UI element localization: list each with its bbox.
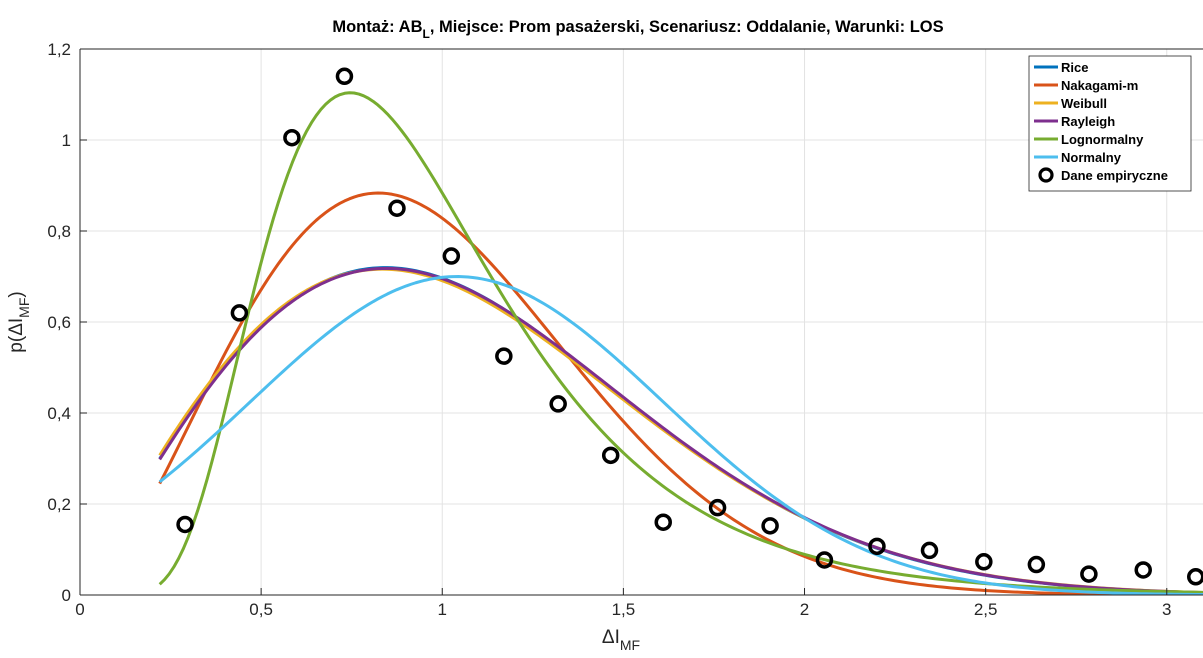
series-line-nakagami-m <box>158 191 1203 595</box>
legend-label-normalny: Normalny <box>1061 150 1122 165</box>
y-tick-labels: 0 0,2 0,4 0,6 0,8 1 1,2 <box>47 40 71 605</box>
y-tick-label-3: 0,6 <box>47 313 71 332</box>
empirical-point-2 <box>283 128 301 147</box>
x-tick-label-2: 1 <box>438 600 447 619</box>
empirical-point-17 <box>1080 565 1098 583</box>
empirical-point-8 <box>601 446 620 465</box>
x-axis-label: ΔIMF <box>602 627 640 653</box>
empirical-point-3 <box>335 67 354 86</box>
y-axis-label: p(ΔIMF) <box>6 291 32 352</box>
x-tick-label-0: 0 <box>75 600 84 619</box>
series-line-normalny <box>158 275 1203 595</box>
legend-label-nakagami-m: Nakagami-m <box>1061 78 1138 93</box>
legend-label-rayleigh: Rayleigh <box>1061 114 1115 129</box>
empirical-point-4 <box>388 199 406 217</box>
y-tick-label-0: 0 <box>62 586 71 605</box>
empirical-point-0 <box>176 515 194 534</box>
empirical-point-1 <box>230 304 249 322</box>
empirical-point-6 <box>495 347 513 365</box>
x-tick-label-5: 2,5 <box>974 600 998 619</box>
legend-label-rice: Rice <box>1061 60 1088 75</box>
empirical-point-10 <box>708 498 727 517</box>
x-tick-label-6: 3 <box>1162 600 1171 619</box>
empirical-point-5 <box>442 247 461 265</box>
legend-label-lognormalny: Lognormalny <box>1061 132 1144 147</box>
legend-label-weibull: Weibull <box>1061 96 1107 111</box>
legend-box <box>1028 55 1192 192</box>
x-tick-label-1: 0,5 <box>249 600 273 619</box>
empirical-points <box>176 67 1203 586</box>
y-tick-label-5: 1 <box>62 131 71 150</box>
empirical-point-15 <box>975 553 993 571</box>
series-line-lognormalny <box>158 91 1203 594</box>
y-tick-label-4: 0,8 <box>47 222 71 241</box>
legend: Rice Nakagami-m Weibull Rayleigh Lognormalny… <box>1028 55 1192 192</box>
empirical-point-18 <box>1134 561 1152 579</box>
x-tick-labels: 0 0,5 1 1,5 2 2,5 3 <box>75 600 1171 619</box>
empirical-point-7 <box>549 395 567 413</box>
legend-label-empirical: Dane empiryczne <box>1061 168 1168 183</box>
x-tick-label-3: 1,5 <box>612 600 636 619</box>
empirical-point-11 <box>761 517 779 535</box>
fit-curves <box>158 91 1203 595</box>
empirical-point-16 <box>1027 555 1046 574</box>
axes <box>79 48 1203 596</box>
y-tick-label-2: 0,4 <box>47 404 71 423</box>
empirical-point-13 <box>868 537 886 556</box>
chart-title: Montaż: ABL, Miejsce: Prom pasażerski, S… <box>332 18 943 41</box>
x-tick-label-4: 2 <box>800 600 809 619</box>
empirical-point-9 <box>654 513 672 531</box>
y-tick-label-6: 1,2 <box>47 40 71 59</box>
empirical-point-14 <box>920 541 939 560</box>
legend-swatch-empirical <box>1038 167 1054 183</box>
y-tick-label-1: 0,2 <box>47 495 71 514</box>
empirical-point-12 <box>815 551 834 569</box>
series-line-rayleigh <box>158 266 1203 595</box>
